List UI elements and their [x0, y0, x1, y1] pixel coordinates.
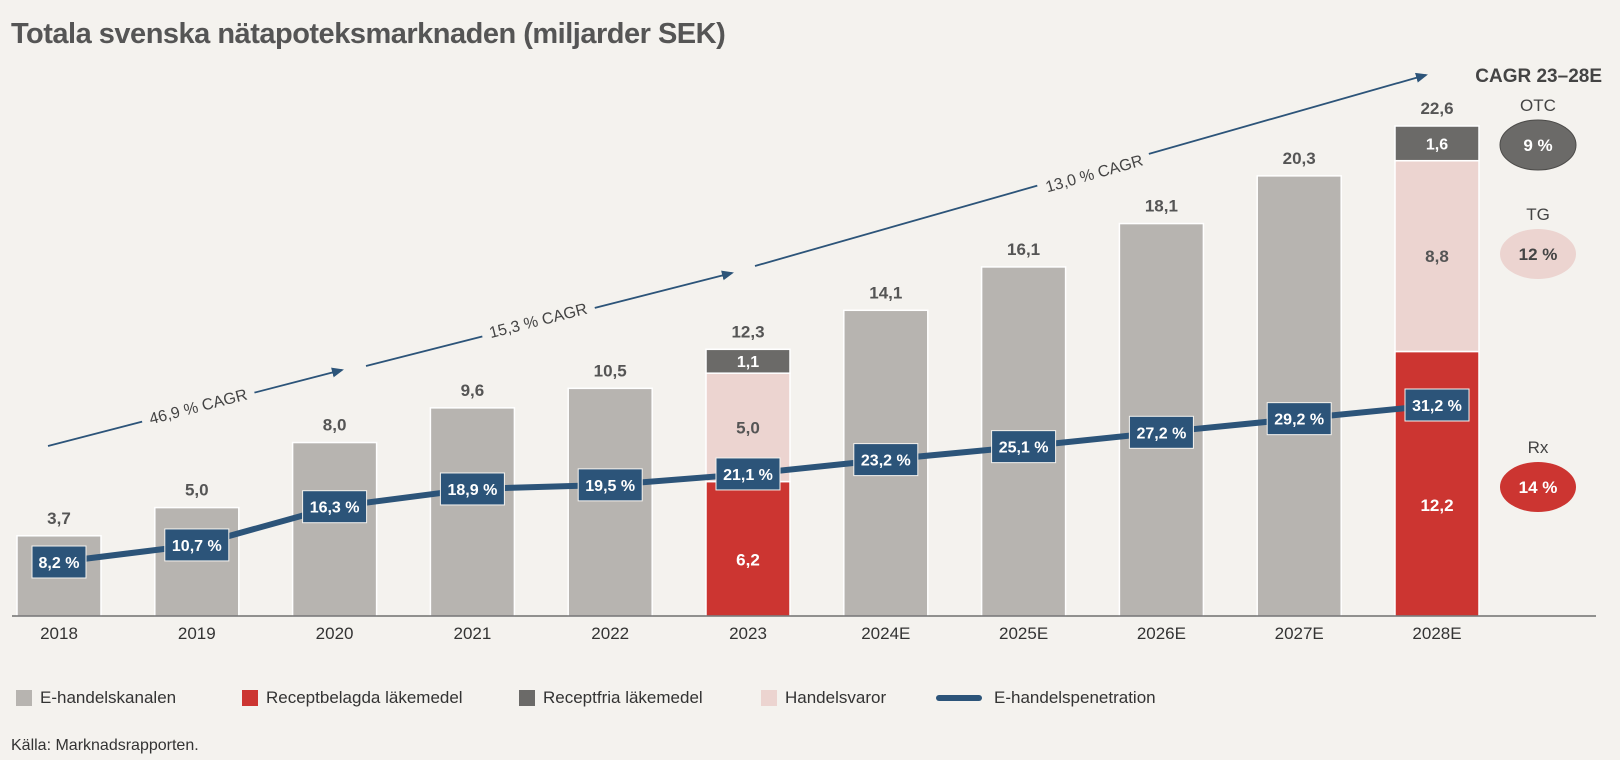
segment-label-tg: 5,0	[736, 418, 760, 437]
x-tick-label: 2024E	[861, 624, 910, 643]
legend-swatch-total	[16, 690, 32, 706]
segment-label-tg: 8,8	[1425, 247, 1449, 266]
segment-cagr-name: Rx	[1528, 438, 1549, 457]
x-tick-label: 2028E	[1412, 624, 1461, 643]
legend-item-rx: Receptbelagda läkemedel	[242, 688, 463, 708]
penetration-label: 23,2 %	[861, 453, 911, 470]
penetration-label: 31,2 %	[1412, 398, 1462, 415]
penetration-point	[715, 457, 781, 491]
segment-cagr-name: OTC	[1520, 96, 1556, 115]
total-label: 10,5	[594, 361, 627, 380]
x-tick-label: 2019	[178, 624, 216, 643]
total-label: 14,1	[869, 283, 902, 302]
market-chart: 3,7 5,0 8,0 9,6 10,5 6,2 5,0 1,1 12,3 14,1 16,1 18,…	[12, 66, 1602, 643]
total-label: 8,0	[323, 416, 347, 435]
total-label: 16,1	[1007, 240, 1040, 259]
legend-item-tg: Handelsvaror	[761, 688, 886, 708]
segment-cagr-value: 9 %	[1523, 136, 1552, 155]
cagr-label-bg	[478, 294, 598, 346]
bar-segment-otc	[1394, 125, 1480, 162]
penetration-label: 21,1 %	[723, 467, 773, 484]
segment-label-rx: 12,2	[1420, 496, 1453, 515]
cagr-label-group: 13,0 % CAGR	[1034, 145, 1154, 201]
segment-cagr-badge	[1500, 462, 1576, 512]
segment-label-rx: 6,2	[736, 551, 760, 570]
bar-total	[154, 506, 240, 617]
penetration-point	[991, 430, 1057, 464]
legend-label-rx: Receptbelagda läkemedel	[266, 688, 463, 707]
penetration-label: 25,1 %	[999, 440, 1049, 457]
penetration-point	[164, 528, 230, 562]
source-note: Källa: Marknadsrapporten.	[11, 737, 199, 754]
penetration-label: 16,3 %	[310, 500, 360, 517]
total-label: 5,0	[185, 481, 209, 500]
legend-label-tg: Handelsvaror	[785, 688, 887, 707]
bar-total	[1256, 175, 1342, 617]
cagr-header: CAGR 23–28E	[1475, 66, 1602, 87]
segment-cagr-badge	[1500, 229, 1576, 279]
segment-cagr-badge	[1499, 119, 1577, 171]
bar-segment-otc	[705, 348, 791, 374]
legend-item-penetration: E-handelspenetration	[936, 688, 1156, 708]
x-tick-label: 2022	[591, 624, 629, 643]
penetration-point	[1266, 402, 1332, 436]
segment-cagr-name: TG	[1526, 205, 1550, 224]
cagr-label-group: 15,3 % CAGR	[478, 294, 598, 346]
cagr-label-bg	[1034, 145, 1154, 201]
penetration-label: 18,9 %	[447, 482, 497, 499]
total-label: 3,7	[47, 509, 71, 528]
total-label: 18,1	[1145, 197, 1178, 216]
segment-cagr-value: 12 %	[1519, 245, 1558, 264]
segment-cagr-value: 14 %	[1519, 478, 1558, 497]
penetration-point	[302, 490, 368, 524]
legend-swatch-penetration	[936, 695, 982, 701]
legend-swatch-tg	[761, 690, 777, 706]
bar-total	[291, 441, 378, 617]
legend-swatch-otc	[519, 690, 535, 706]
total-label: 12,3	[731, 322, 764, 341]
bar-segment-tg	[1394, 159, 1480, 353]
penetration-point	[439, 472, 505, 506]
x-tick-label: 2025E	[999, 624, 1048, 643]
total-label: 20,3	[1283, 149, 1316, 168]
penetration-label: 10,7 %	[172, 538, 222, 555]
cagr-label-group: 46,9 % CAGR	[138, 379, 258, 433]
x-tick-label: 2018	[40, 624, 78, 643]
legend-item-total: E-handelskanalen	[16, 688, 176, 708]
legend-swatch-rx	[242, 690, 258, 706]
legend-label-total: E-handelskanalen	[40, 688, 177, 707]
total-label: 22,6	[1420, 99, 1453, 118]
total-label: 9,6	[461, 381, 485, 400]
x-tick-label: 2026E	[1137, 624, 1186, 643]
bar-segment-rx	[705, 480, 791, 617]
penetration-point	[1404, 388, 1470, 422]
penetration-label: 8,2 %	[39, 555, 80, 572]
bar-total	[429, 407, 516, 617]
penetration-point	[31, 545, 87, 579]
chart-title: Totala svenska nätapoteksmarknaden (milj…	[11, 18, 726, 50]
penetration-point	[1128, 415, 1194, 449]
segment-label-otc: 1,6	[1426, 136, 1448, 153]
bar-total	[567, 387, 653, 617]
penetration-label: 29,2 %	[1274, 412, 1324, 429]
legend-label-penetration: E-handelspenetration	[994, 688, 1156, 707]
legend-label-otc: Receptfria läkemedel	[543, 688, 703, 707]
segment-label-otc: 1,1	[737, 354, 759, 371]
penetration-point	[577, 468, 643, 502]
cagr-label-bg	[138, 379, 258, 433]
penetration-point	[853, 443, 919, 477]
x-tick-label: 2027E	[1275, 624, 1324, 643]
legend-item-otc: Receptfria läkemedel	[519, 688, 703, 708]
penetration-label: 19,5 %	[585, 478, 635, 495]
penetration-label: 27,2 %	[1136, 425, 1186, 442]
x-tick-label: 2021	[453, 624, 491, 643]
x-tick-label: 2023	[729, 624, 767, 643]
x-tick-label: 2020	[316, 624, 354, 643]
